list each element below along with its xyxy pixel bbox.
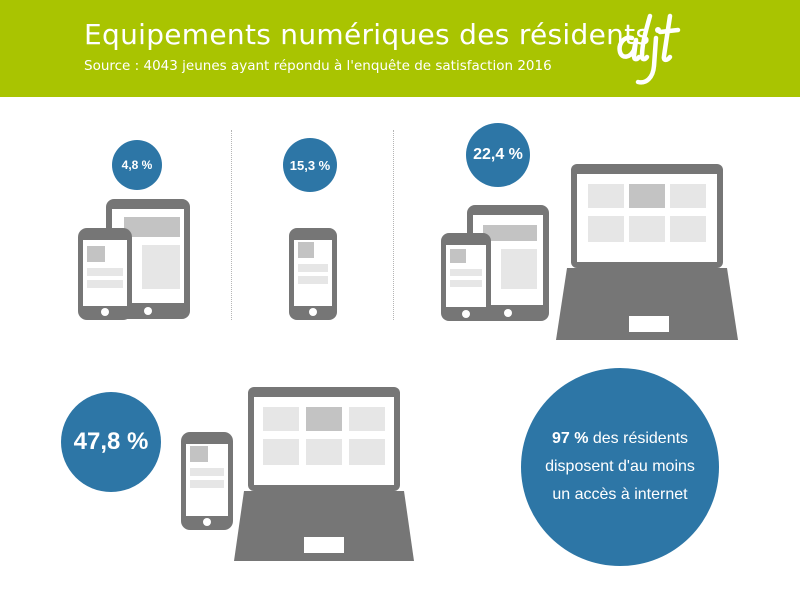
page-subtitle: Source : 4043 jeunes ayant répondu à l'e… <box>84 58 552 74</box>
internet-line-3: un accès à internet <box>552 486 688 503</box>
percentage-bubble: 15,3 % <box>283 138 337 192</box>
laptop-icon <box>234 387 414 561</box>
smartphone-icon <box>78 228 132 320</box>
internet-percentage: 97 % <box>551 430 589 447</box>
group-divider <box>393 130 394 320</box>
group-divider <box>231 130 232 320</box>
internet-line-2: disposent d'au moins <box>545 458 695 475</box>
page-title: Equipements numériques des résidents <box>84 18 651 51</box>
svg-text:aljt: aljt <box>612 8 614 9</box>
smartphone-icon <box>441 233 491 321</box>
internet-line-1: 97 % des résidents <box>551 430 689 447</box>
header-banner: Equipements numériques des résidents Sou… <box>0 0 800 97</box>
smartphone-icon <box>289 228 337 320</box>
laptop-icon <box>556 164 738 340</box>
aljt-logo: aljt <box>612 8 681 85</box>
percentage-bubble: 4,8 % <box>112 140 162 190</box>
internet-access-bubble: 97 % des résidents disposent d'au moins … <box>521 368 719 566</box>
percentage-bubble: 22,4 % <box>466 123 530 187</box>
smartphone-icon <box>181 432 233 530</box>
percentage-bubble: 47,8 % <box>61 392 161 492</box>
